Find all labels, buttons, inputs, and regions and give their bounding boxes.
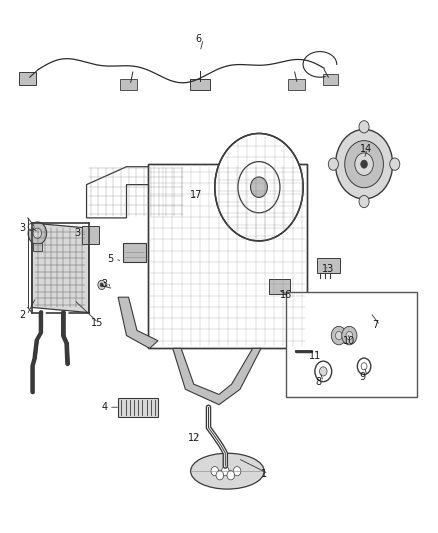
Text: 8: 8 — [316, 377, 322, 386]
Bar — [323, 74, 338, 85]
Bar — [19, 72, 36, 85]
Circle shape — [216, 471, 224, 480]
Ellipse shape — [191, 453, 264, 489]
Polygon shape — [32, 223, 88, 312]
Text: 9: 9 — [360, 372, 366, 382]
Circle shape — [336, 332, 342, 340]
Circle shape — [222, 466, 229, 476]
Text: 3: 3 — [74, 228, 80, 238]
Circle shape — [215, 133, 303, 241]
Bar — [288, 79, 305, 90]
Circle shape — [238, 161, 280, 213]
Text: 16: 16 — [280, 289, 292, 300]
Bar — [82, 225, 99, 244]
Text: 14: 14 — [360, 144, 372, 154]
Circle shape — [100, 283, 103, 287]
Circle shape — [390, 158, 400, 171]
Circle shape — [345, 141, 383, 188]
Circle shape — [359, 120, 369, 133]
Circle shape — [227, 471, 235, 480]
Polygon shape — [87, 167, 185, 218]
Circle shape — [233, 466, 241, 476]
Text: 2: 2 — [19, 310, 25, 320]
Circle shape — [336, 130, 392, 199]
Circle shape — [28, 223, 34, 231]
Bar — [120, 79, 137, 90]
Text: 15: 15 — [91, 318, 103, 328]
Text: 6: 6 — [196, 34, 202, 44]
Circle shape — [357, 358, 371, 375]
Circle shape — [98, 280, 106, 289]
Circle shape — [346, 332, 353, 340]
Circle shape — [251, 177, 267, 197]
Circle shape — [355, 153, 373, 175]
Polygon shape — [118, 297, 158, 349]
Bar — [268, 279, 290, 294]
Bar — [286, 292, 417, 397]
Circle shape — [211, 466, 219, 476]
Text: 4: 4 — [101, 402, 107, 412]
Bar — [123, 243, 146, 262]
Circle shape — [328, 158, 339, 171]
Text: 3: 3 — [19, 223, 25, 233]
Circle shape — [342, 326, 357, 345]
Text: 11: 11 — [309, 351, 321, 361]
Bar — [148, 164, 307, 349]
Circle shape — [28, 222, 46, 245]
Bar — [191, 79, 210, 90]
Text: 1: 1 — [261, 469, 267, 479]
Circle shape — [361, 160, 367, 168]
Text: 13: 13 — [322, 264, 334, 274]
Text: 5: 5 — [108, 254, 114, 264]
Bar — [317, 258, 340, 273]
Text: 10: 10 — [343, 336, 355, 346]
Circle shape — [315, 361, 332, 382]
Bar — [118, 398, 158, 417]
Circle shape — [331, 326, 346, 345]
Text: 12: 12 — [187, 433, 200, 443]
Polygon shape — [173, 349, 261, 405]
Circle shape — [359, 196, 369, 208]
Bar — [148, 164, 307, 349]
Text: 7: 7 — [372, 320, 379, 330]
Circle shape — [361, 362, 367, 370]
Bar — [33, 244, 42, 251]
Circle shape — [33, 228, 42, 238]
Text: 17: 17 — [190, 190, 202, 200]
Circle shape — [319, 367, 327, 376]
Text: 3: 3 — [101, 279, 107, 289]
